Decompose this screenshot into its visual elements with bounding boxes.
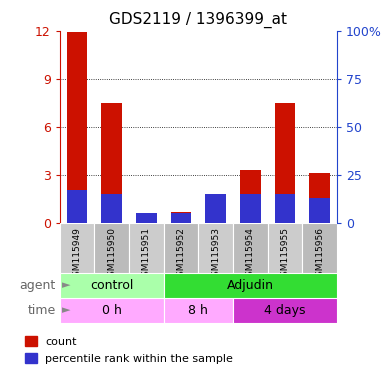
Bar <box>240 194 261 223</box>
Text: GSM115950: GSM115950 <box>107 227 116 282</box>
Bar <box>129 223 164 273</box>
Text: ►: ► <box>62 305 70 315</box>
Bar <box>136 218 157 223</box>
Bar <box>309 173 330 223</box>
Text: GSM115952: GSM115952 <box>176 227 186 281</box>
Bar <box>164 273 337 298</box>
Text: 8 h: 8 h <box>188 304 208 316</box>
Text: GSM115949: GSM115949 <box>72 227 82 281</box>
Text: GSM115955: GSM115955 <box>280 227 290 282</box>
Text: agent: agent <box>20 279 56 291</box>
Text: GSM115953: GSM115953 <box>211 227 220 282</box>
Bar <box>302 223 337 273</box>
Text: control: control <box>90 279 133 291</box>
Bar <box>171 213 191 223</box>
Text: 0 h: 0 h <box>102 304 122 316</box>
Bar <box>60 298 164 323</box>
Bar <box>60 273 164 298</box>
Bar <box>275 194 295 223</box>
Bar <box>164 223 198 273</box>
Text: GSM115956: GSM115956 <box>315 227 324 282</box>
Text: GSM115954: GSM115954 <box>246 227 255 281</box>
Bar <box>101 103 122 223</box>
Bar <box>171 212 191 223</box>
Text: ►: ► <box>62 280 70 290</box>
Legend: count, percentile rank within the sample: count, percentile rank within the sample <box>21 332 238 368</box>
Bar <box>205 194 226 223</box>
Text: Adjudin: Adjudin <box>227 279 274 291</box>
Text: 4 days: 4 days <box>264 304 306 316</box>
Bar <box>240 170 261 223</box>
Bar <box>198 223 233 273</box>
Bar <box>233 298 337 323</box>
Title: GDS2119 / 1396399_at: GDS2119 / 1396399_at <box>109 12 287 28</box>
Bar <box>60 223 94 273</box>
Bar <box>233 223 268 273</box>
Bar <box>136 213 157 223</box>
Bar <box>205 194 226 223</box>
Bar <box>268 223 302 273</box>
Bar <box>94 223 129 273</box>
Bar <box>275 103 295 223</box>
Text: GSM115951: GSM115951 <box>142 227 151 282</box>
Bar <box>164 298 233 323</box>
Bar <box>309 198 330 223</box>
Bar <box>67 190 87 223</box>
Bar <box>67 32 87 223</box>
Text: time: time <box>28 304 56 316</box>
Bar <box>101 194 122 223</box>
